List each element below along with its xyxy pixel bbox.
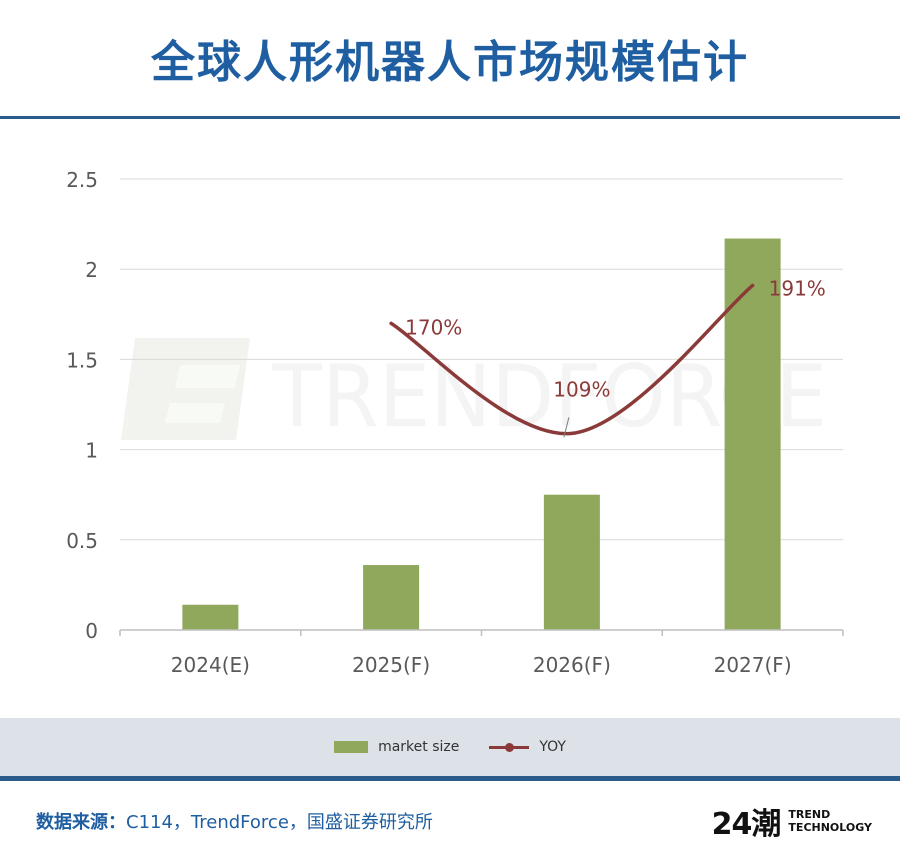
brand-text: TREND TECHNOLOGY <box>788 808 872 834</box>
yoy-data-label: 191% <box>769 276 826 300</box>
legend-yoy-label: YOY <box>539 739 566 755</box>
source-note: 数据来源：C114，TrendForce，国盛证券研究所 <box>36 808 433 834</box>
y-tick-label: 1.5 <box>66 348 98 372</box>
yoy-line: 170% 109% 191% <box>389 276 826 438</box>
bar-market-size <box>363 565 420 630</box>
legend-bar-swatch <box>334 741 369 753</box>
legend: market size YOY <box>0 718 900 776</box>
footer: 数据来源：C114，TrendForce，国盛证券研究所 24潮 TREND T… <box>0 781 900 860</box>
brand-line-1: TREND <box>788 807 831 821</box>
y-axis: 0 0.5 1 1.5 2 2.5 <box>66 168 98 643</box>
y-tick-label: 1 <box>85 439 98 463</box>
y-tick-label: 0 <box>85 619 98 643</box>
yoy-data-label: 170% <box>405 315 462 339</box>
y-tick-label: 0.5 <box>66 529 98 553</box>
brand-logo: 24潮 TREND TECHNOLOGY <box>712 799 872 843</box>
chart-title: 全球人形机器人市场规模估计 <box>151 37 749 88</box>
y-tick-label: 2.5 <box>66 168 98 192</box>
title-bar: 全球人形机器人市场规模估计 <box>0 0 900 116</box>
gridlines <box>120 178 843 541</box>
legend-line-swatch <box>489 741 530 753</box>
source-label: 数据来源： <box>36 811 126 833</box>
y-tick-label: 2 <box>85 258 98 282</box>
bars <box>182 238 781 631</box>
source-text: C114，TrendForce，国盛证券研究所 <box>126 811 433 833</box>
watermark: TRENDFORCE <box>121 338 827 447</box>
footer-divider <box>0 776 900 781</box>
x-axis: 2024(E) 2025(F) 2026(F) 2027(F) <box>119 629 844 677</box>
chart-svg: TRENDFORCE 00.511.522.5 2024(E) 2025(F) 20… <box>66 168 844 677</box>
bar-market-size <box>543 494 600 630</box>
data-label-leader <box>563 417 570 438</box>
chart-area: TRENDFORCE 0 0.5 1 1.5 2 2.5 2024(E) 2025(F) 20… <box>0 120 900 718</box>
bar-market-size <box>182 604 239 630</box>
brand-line-2: TECHNOLOGY <box>788 820 872 834</box>
x-tick-label: 2027(F) <box>714 653 792 677</box>
x-tick-label: 2026(F) <box>533 653 611 677</box>
legend-item-yoy: YOY <box>489 739 566 755</box>
yoy-data-label: 109% <box>553 377 610 401</box>
legend-market-size-label: market size <box>378 739 460 755</box>
x-tick-label: 2024(E) <box>171 653 250 677</box>
legend-item-market-size: market size <box>334 739 459 755</box>
title-divider <box>0 116 900 119</box>
yoy-series-line <box>389 283 755 436</box>
x-tick-label: 2025(F) <box>352 653 430 677</box>
brand-mark: 24潮 <box>711 806 782 842</box>
